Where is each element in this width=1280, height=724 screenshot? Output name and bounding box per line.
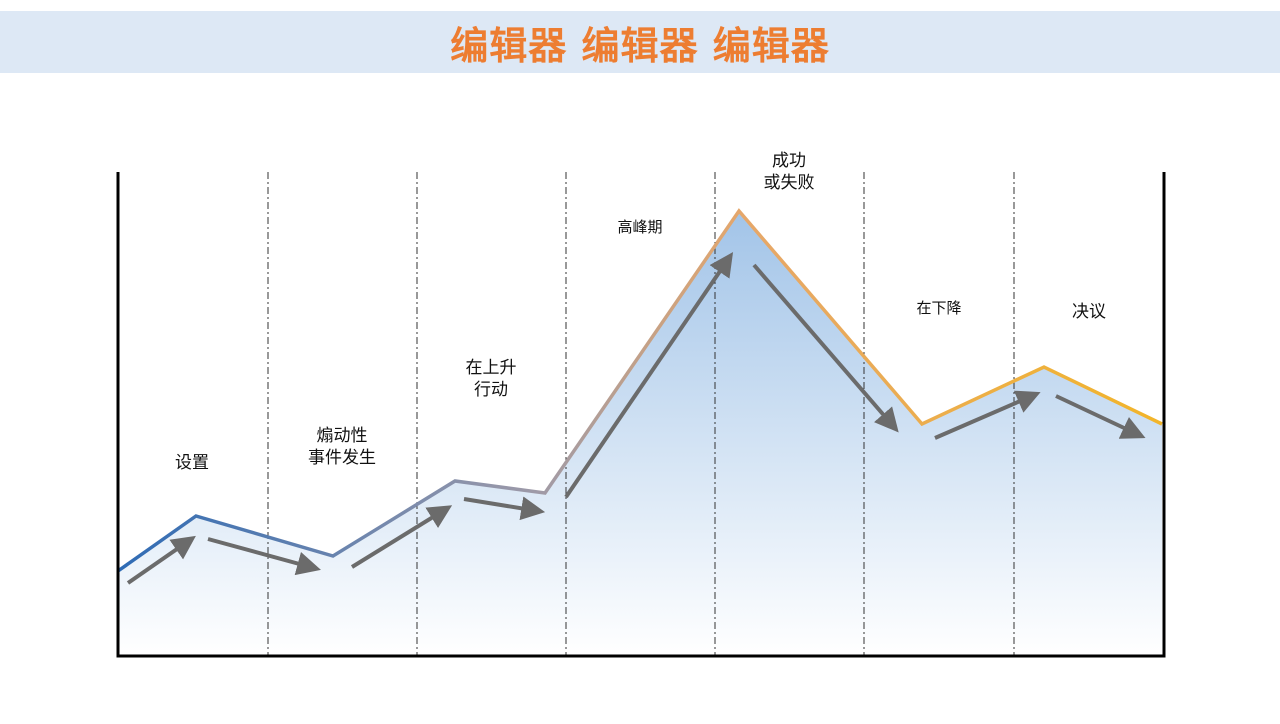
arrow-down-icon (207, 537, 321, 576)
stage-label-climax: 高峰期 (617, 218, 662, 238)
stage-label-setup: 设置 (175, 452, 209, 474)
story-curve (116, 208, 1163, 573)
curve-area (118, 211, 1162, 656)
stage-label-line: 或失败 (763, 173, 815, 194)
arrow-right-icon (463, 496, 546, 521)
stage-label-rising-action: 在上升 行动 (466, 357, 517, 401)
stage-label-success-or-failure: 成功 或失败 (764, 150, 815, 194)
stage-label-line: 煽动性 (316, 426, 368, 446)
title-banner: 编辑器 编辑器 编辑器 (0, 11, 1280, 73)
stage-dividers (267, 172, 1015, 656)
stage-label-line: 事件发生 (308, 448, 376, 469)
arrow-up-icon (350, 505, 453, 569)
stage-label-line: 高峰期 (617, 218, 663, 236)
page-title: 编辑器 编辑器 编辑器 (450, 23, 830, 68)
stage-label-line: 决议 (1072, 302, 1106, 322)
arrow-up-icon (934, 390, 1041, 440)
stage-label-line: 在下降 (916, 299, 962, 317)
arrow-down-icon (752, 263, 899, 433)
arrow-up-icon (564, 252, 734, 499)
stage-label-line: 成功 (772, 151, 806, 171)
arrow-up-icon (126, 535, 196, 585)
stage-label-line: 设置 (175, 453, 209, 473)
stage-label-falling-action: 在下降 (916, 299, 961, 319)
direction-arrows (126, 252, 1146, 585)
stage-label-resolution: 决议 (1072, 301, 1106, 323)
stage-label-line: 在上升 (465, 358, 517, 378)
stage-label-line: 行动 (474, 380, 508, 401)
diagram-frame (116, 172, 1166, 658)
arrow-down-icon (1055, 394, 1146, 439)
stage-label-inciting-incident: 煽动性 事件发生 (308, 425, 376, 469)
